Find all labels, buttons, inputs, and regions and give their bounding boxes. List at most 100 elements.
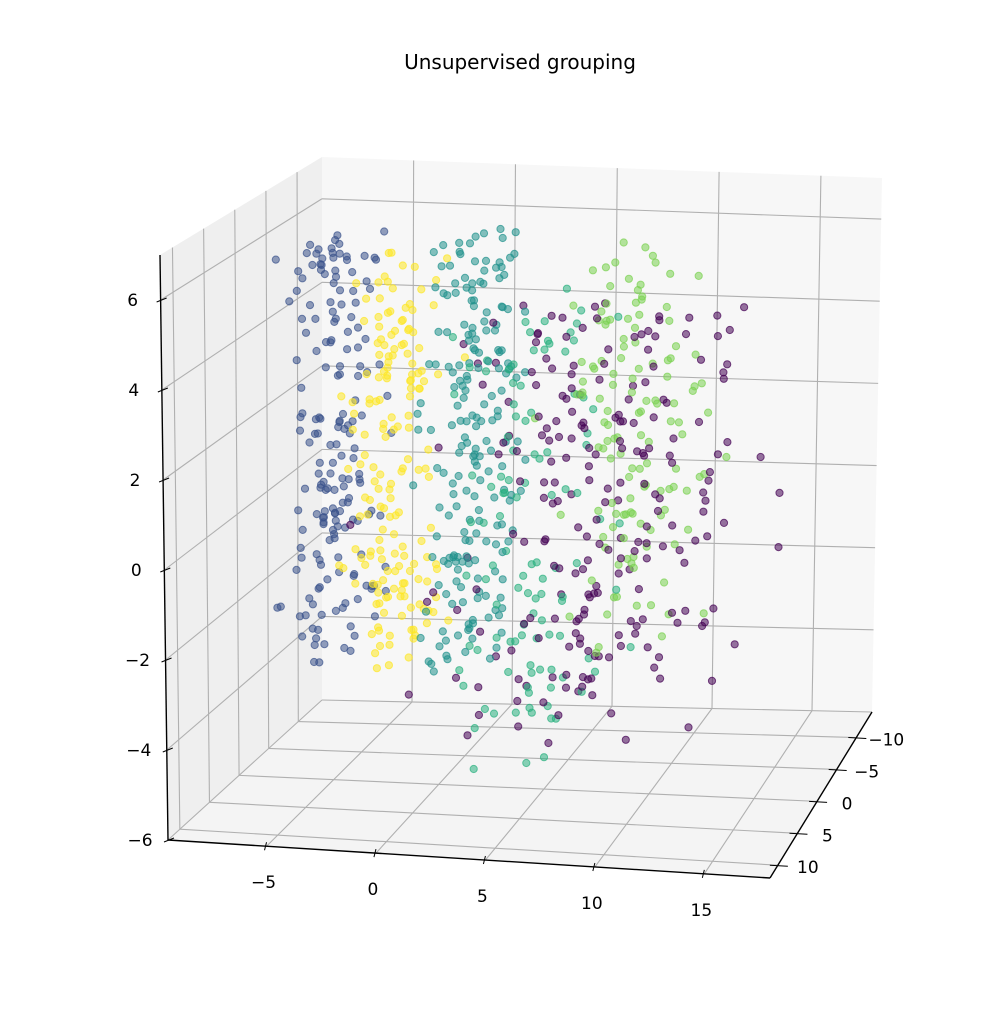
data-point-cluster-1 <box>311 314 320 323</box>
data-point-cluster-5 <box>410 559 419 569</box>
data-point-cluster-3 <box>480 704 489 714</box>
data-point-cluster-4 <box>597 307 606 316</box>
data-point-cluster-5 <box>401 303 410 312</box>
data-point-cluster-1 <box>362 277 371 286</box>
data-point-cluster-5 <box>409 625 418 634</box>
data-point-cluster-3 <box>529 346 538 355</box>
grid-line-x-floor <box>375 703 513 854</box>
data-point-cluster-2 <box>453 631 463 640</box>
data-point-cluster-1 <box>343 345 352 354</box>
data-point-cluster-0 <box>698 621 707 631</box>
data-point-cluster-3 <box>488 561 497 570</box>
data-point-cluster-5 <box>398 542 407 551</box>
data-point-cluster-1 <box>315 413 324 422</box>
data-point-cluster-5 <box>376 546 385 555</box>
data-point-cluster-1 <box>310 429 320 438</box>
data-point-cluster-5 <box>375 294 384 303</box>
data-point-cluster-4 <box>569 301 578 310</box>
data-point-cluster-3 <box>492 600 501 609</box>
data-point-cluster-2 <box>468 329 477 338</box>
data-point-cluster-4 <box>699 609 708 618</box>
data-point-cluster-3 <box>543 448 552 457</box>
data-point-cluster-0 <box>614 569 623 578</box>
data-point-cluster-0 <box>592 314 602 323</box>
data-point-cluster-1 <box>292 565 301 575</box>
data-point-cluster-0 <box>527 368 536 377</box>
data-point-cluster-0 <box>544 738 553 748</box>
data-point-cluster-2 <box>484 467 493 476</box>
data-point-cluster-4 <box>665 316 674 325</box>
data-point-cluster-3 <box>509 400 518 409</box>
data-point-cluster-3 <box>615 519 624 528</box>
data-point-cluster-0 <box>668 521 677 530</box>
data-point-cluster-2 <box>472 422 481 431</box>
data-point-cluster-1 <box>328 525 338 535</box>
data-point-cluster-5 <box>337 392 346 401</box>
grid-line-y-left <box>265 190 270 749</box>
data-point-cluster-0 <box>478 380 487 389</box>
data-point-cluster-4 <box>578 377 588 386</box>
data-point-cluster-0 <box>774 543 783 552</box>
data-point-cluster-3 <box>536 665 545 674</box>
data-point-cluster-5 <box>374 484 383 493</box>
data-point-cluster-5 <box>375 641 385 651</box>
data-point-cluster-4 <box>632 601 641 610</box>
data-point-cluster-4 <box>619 334 628 344</box>
data-point-cluster-2 <box>480 317 489 326</box>
data-point-cluster-5 <box>417 366 426 375</box>
data-point-cluster-0 <box>653 506 663 516</box>
data-point-cluster-1 <box>342 252 351 261</box>
data-point-cluster-2 <box>460 273 470 282</box>
data-point-cluster-3 <box>473 645 482 655</box>
data-point-cluster-0 <box>668 458 677 467</box>
data-point-cluster-5 <box>374 278 383 287</box>
data-point-cluster-2 <box>496 224 505 234</box>
x-tick-label: 10 <box>581 894 603 914</box>
data-points <box>271 224 784 774</box>
data-point-cluster-1 <box>335 418 344 427</box>
data-point-cluster-2 <box>459 393 468 402</box>
data-point-cluster-1 <box>331 266 340 275</box>
data-point-cluster-5 <box>460 353 469 362</box>
data-point-cluster-3 <box>547 490 556 500</box>
data-point-cluster-3 <box>465 641 474 651</box>
data-point-cluster-0 <box>584 590 593 599</box>
data-point-cluster-5 <box>335 561 344 570</box>
data-point-cluster-2 <box>447 421 456 430</box>
data-point-cluster-0 <box>585 443 594 453</box>
floor-pane <box>168 700 872 878</box>
data-point-cluster-0 <box>705 468 715 477</box>
data-point-cluster-0 <box>645 444 654 453</box>
data-point-cluster-5 <box>400 579 409 588</box>
data-point-cluster-0 <box>552 417 561 426</box>
data-point-cluster-4 <box>635 310 644 319</box>
data-point-cluster-5 <box>348 398 357 407</box>
data-point-cluster-4 <box>634 408 644 417</box>
data-point-cluster-2 <box>462 371 471 381</box>
data-point-cluster-0 <box>713 332 723 341</box>
z-tick <box>160 567 171 573</box>
data-point-cluster-4 <box>556 510 565 520</box>
data-point-cluster-1 <box>312 634 321 643</box>
data-point-cluster-0 <box>644 345 653 354</box>
data-point-cluster-0 <box>651 332 660 341</box>
data-point-cluster-5 <box>379 608 389 617</box>
data-point-cluster-4 <box>587 576 596 585</box>
data-point-cluster-3 <box>539 753 549 762</box>
data-point-cluster-5 <box>348 425 357 434</box>
data-point-cluster-5 <box>417 536 426 546</box>
data-point-cluster-5 <box>379 424 388 433</box>
data-point-cluster-5 <box>360 316 369 326</box>
data-point-cluster-5 <box>400 551 409 561</box>
data-point-cluster-0 <box>650 663 659 672</box>
data-point-cluster-5 <box>397 611 406 621</box>
data-point-cluster-1 <box>317 260 326 270</box>
data-point-cluster-2 <box>448 599 457 609</box>
data-point-cluster-5 <box>406 603 415 612</box>
axis-lines <box>159 254 873 879</box>
data-point-cluster-1 <box>328 458 337 467</box>
data-point-cluster-0 <box>642 539 651 548</box>
data-point-cluster-0 <box>547 311 556 320</box>
data-point-cluster-3 <box>497 472 506 481</box>
data-point-cluster-0 <box>545 436 554 445</box>
